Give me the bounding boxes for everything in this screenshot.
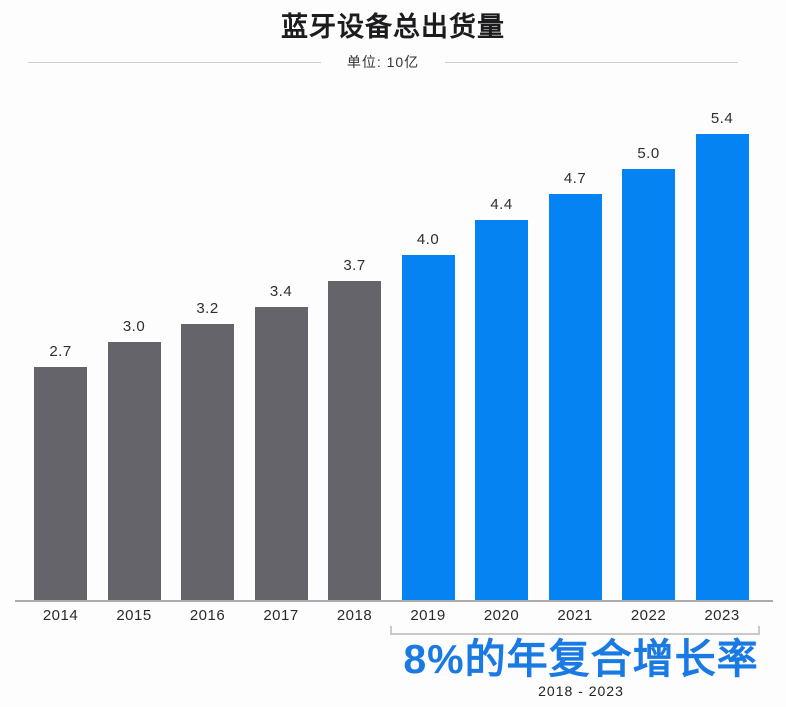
x-tick-label-2016: 2016 [189, 607, 226, 624]
bar-2020 [475, 220, 528, 601]
cagr-bracket [390, 626, 760, 635]
x-tick-label-2015: 2015 [116, 607, 152, 624]
bar-2019 [401, 255, 455, 601]
bar-2014 [34, 367, 87, 601]
bar-2023 [695, 133, 749, 601]
chart-title: 蓝牙设备总出货量 [281, 12, 505, 42]
unit-label: 单位: 10亿 [346, 54, 420, 70]
bar-value-label-2023: 5.4 [710, 109, 734, 127]
cagr-text: 8%的年复合增长率 [403, 636, 759, 682]
bar-value-label-2016: 3.2 [196, 300, 219, 318]
bar-value-label-2020: 4.4 [490, 196, 513, 214]
x-tick-label-2014: 2014 [42, 607, 79, 624]
x-tick-label-2017: 2017 [263, 607, 299, 624]
bar-value-label-2021: 4.7 [563, 170, 587, 188]
bar-2021 [548, 194, 602, 601]
x-tick-label-2020: 2020 [483, 607, 520, 624]
bar-group-2018: 3.7 [328, 257, 381, 601]
unit-row: 单位: 10亿 [28, 52, 739, 72]
bar-group-2019: 4.0 [401, 231, 455, 601]
left-divider-line [28, 61, 321, 63]
x-axis-labels: 2014 2015 2016 2017 2018 2019 2020 2021 2022 2023 [34, 607, 749, 624]
bar-2018 [328, 280, 381, 601]
bar-group-2015: 3.0 [107, 317, 161, 601]
right-divider-line [445, 61, 739, 63]
bar-value-label-2015: 3.0 [122, 317, 146, 335]
bar-2022 [622, 168, 675, 601]
x-axis-line [15, 600, 773, 602]
x-tick-label-2019: 2019 [410, 607, 446, 624]
x-tick-label-2022: 2022 [630, 607, 667, 624]
cagr-annotation: 8%的年复合增长率 2018 - 2023 [385, 636, 777, 699]
bar-2016 [181, 324, 234, 601]
bar-value-label-2018: 3.7 [343, 256, 366, 274]
bar-group-2014: 2.7 [34, 343, 87, 601]
x-tick-label-2021: 2021 [557, 607, 593, 624]
bar-group-2016: 3.2 [181, 300, 234, 601]
bar-value-label-2014: 2.7 [49, 343, 72, 361]
bar-group-2017: 3.4 [254, 282, 308, 601]
bar-value-label-2019: 4.0 [416, 231, 440, 248]
bar-group-2022: 5.0 [622, 144, 675, 601]
bars-row: 2.7 3.0 3.2 3.4 3.7 4.0 4.4 4.7 5.0 5.4 [34, 110, 749, 601]
bar-group-2020: 4.4 [475, 196, 528, 601]
bar-2015 [107, 341, 161, 601]
cagr-range-text: 2018 - 2023 [538, 683, 624, 699]
bar-group-2023: 5.4 [695, 109, 749, 601]
x-tick-label-2018: 2018 [336, 607, 373, 624]
bar-value-label-2017: 3.4 [269, 282, 293, 300]
bar-group-2021: 4.7 [548, 170, 602, 601]
bar-value-label-2022: 5.0 [637, 144, 660, 162]
x-tick-label-2023: 2023 [704, 607, 740, 624]
bar-2017 [254, 306, 308, 601]
